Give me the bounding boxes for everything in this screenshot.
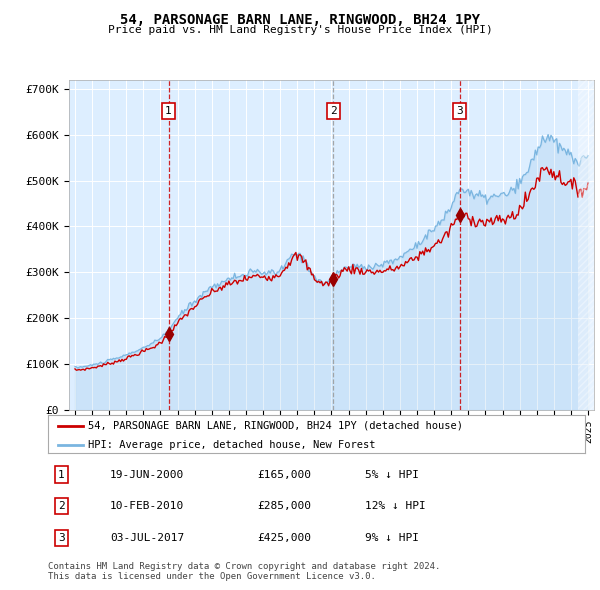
Text: 1: 1 [58, 470, 65, 480]
Text: 1: 1 [165, 106, 172, 116]
Text: HPI: Average price, detached house, New Forest: HPI: Average price, detached house, New … [88, 440, 376, 450]
Text: £425,000: £425,000 [257, 533, 311, 543]
Text: 54, PARSONAGE BARN LANE, RINGWOOD, BH24 1PY (detached house): 54, PARSONAGE BARN LANE, RINGWOOD, BH24 … [88, 421, 463, 431]
Text: 2: 2 [330, 106, 337, 116]
Text: £165,000: £165,000 [257, 470, 311, 480]
Text: 19-JUN-2000: 19-JUN-2000 [110, 470, 184, 480]
Text: 3: 3 [457, 106, 463, 116]
Text: Price paid vs. HM Land Registry's House Price Index (HPI): Price paid vs. HM Land Registry's House … [107, 25, 493, 35]
Text: 10-FEB-2010: 10-FEB-2010 [110, 502, 184, 511]
Text: 54, PARSONAGE BARN LANE, RINGWOOD, BH24 1PY: 54, PARSONAGE BARN LANE, RINGWOOD, BH24 … [120, 13, 480, 27]
Text: 2: 2 [58, 502, 65, 511]
Text: 5% ↓ HPI: 5% ↓ HPI [365, 470, 419, 480]
Text: 03-JUL-2017: 03-JUL-2017 [110, 533, 184, 543]
Text: 12% ↓ HPI: 12% ↓ HPI [365, 502, 425, 511]
Text: £285,000: £285,000 [257, 502, 311, 511]
Text: 9% ↓ HPI: 9% ↓ HPI [365, 533, 419, 543]
Text: 3: 3 [58, 533, 65, 543]
Text: Contains HM Land Registry data © Crown copyright and database right 2024.
This d: Contains HM Land Registry data © Crown c… [48, 562, 440, 581]
